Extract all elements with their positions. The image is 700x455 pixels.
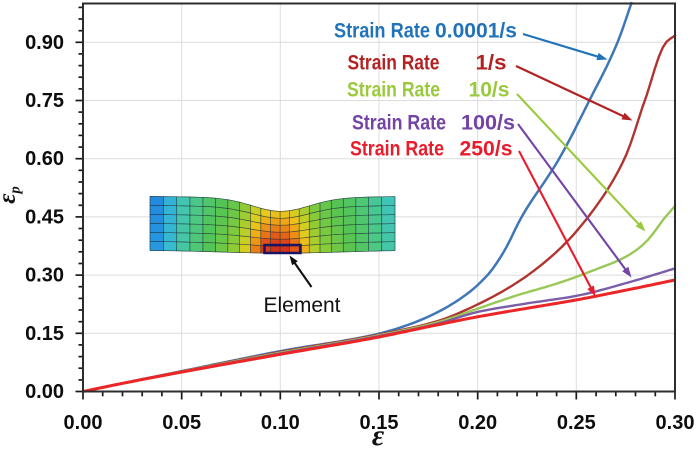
svg-text:0.15: 0.15 xyxy=(25,323,64,345)
svg-text:Strain Rate: Strain Rate xyxy=(347,79,440,102)
svg-text:Strain Rate: Strain Rate xyxy=(352,112,446,135)
svg-text:0.05: 0.05 xyxy=(162,412,201,434)
svg-text:0.45: 0.45 xyxy=(25,206,64,228)
svg-text:100/s: 100/s xyxy=(461,112,515,135)
svg-text:0.00: 0.00 xyxy=(25,381,64,403)
svg-text:0.0001/s: 0.0001/s xyxy=(435,20,517,43)
svg-text:Strain Rate: Strain Rate xyxy=(334,20,430,43)
svg-text:0.75: 0.75 xyxy=(25,90,64,112)
svg-text:0.30: 0.30 xyxy=(656,412,695,434)
svg-text:0.15: 0.15 xyxy=(360,412,399,434)
svg-text:250/s: 250/s xyxy=(460,138,513,161)
svg-text:Strain Rate: Strain Rate xyxy=(348,52,440,75)
svg-text:0.00: 0.00 xyxy=(64,412,103,434)
svg-text:ε: ε xyxy=(372,419,385,450)
svg-text:10/s: 10/s xyxy=(469,79,510,102)
svg-text:0.90: 0.90 xyxy=(25,32,64,54)
svg-text:1/s: 1/s xyxy=(476,52,507,75)
svg-text:Element: Element xyxy=(263,294,340,317)
svg-text:Strain Rate: Strain Rate xyxy=(350,138,444,161)
svg-text:0.25: 0.25 xyxy=(557,412,596,434)
svg-text:0.20: 0.20 xyxy=(458,412,497,434)
svg-text:0.60: 0.60 xyxy=(25,148,64,170)
svg-text:0.30: 0.30 xyxy=(25,265,64,287)
svg-text:0.10: 0.10 xyxy=(261,412,300,434)
